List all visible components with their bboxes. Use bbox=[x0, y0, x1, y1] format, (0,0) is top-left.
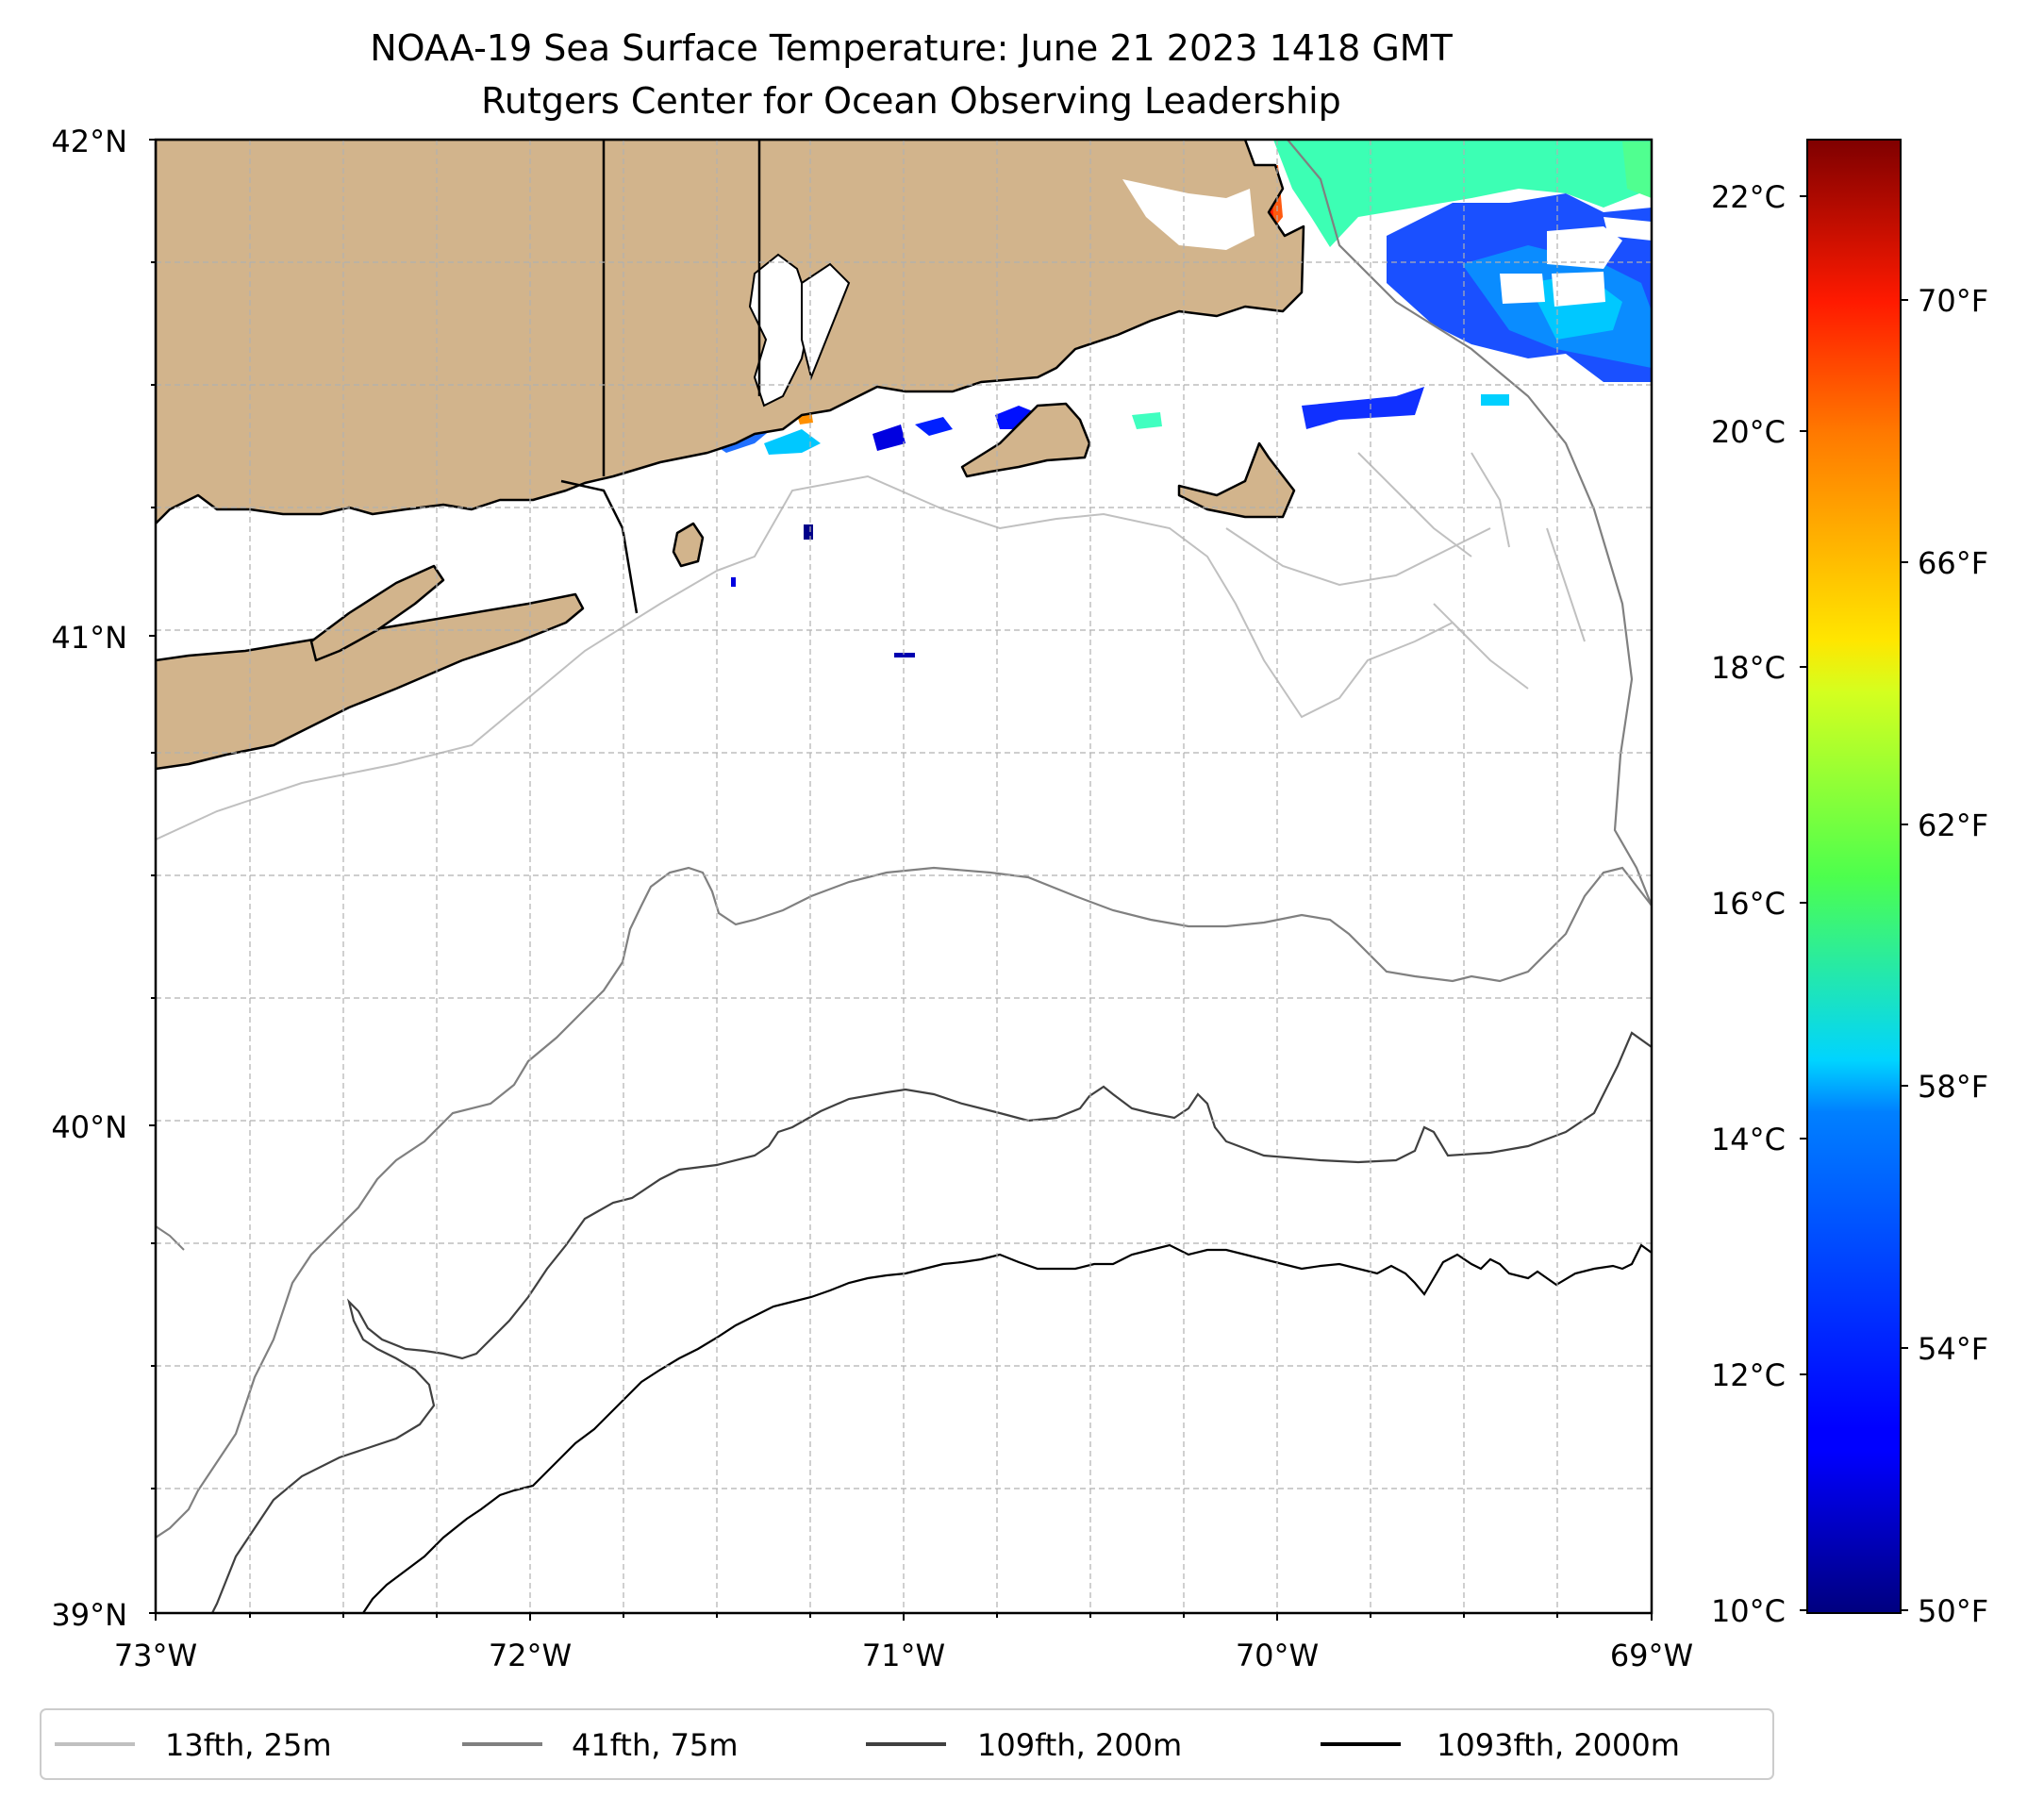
title-line-1: NOAA-19 Sea Surface Temperature: June 21… bbox=[370, 27, 1453, 69]
land-masses bbox=[156, 140, 1305, 771]
legend-label-75m: 41fth, 75m bbox=[572, 1727, 738, 1763]
inland-water bbox=[748, 179, 1255, 408]
legend-label-2000m: 1093fth, 2000m bbox=[1437, 1727, 1680, 1763]
block-island bbox=[672, 522, 705, 568]
cbar-c-22: 22°C bbox=[1711, 179, 1786, 215]
lat-label-42: 42°N bbox=[51, 124, 127, 159]
colorbar: 22°C 20°C 18°C 16°C 14°C 12°C 10°C 70°F … bbox=[1711, 139, 1988, 1629]
cbar-c-16: 16°C bbox=[1711, 886, 1786, 922]
contour-25m-shoals bbox=[1225, 452, 1586, 642]
map-panel bbox=[156, 140, 1652, 1613]
contour-2000m bbox=[362, 1243, 1652, 1613]
lon-label-69: 69°W bbox=[1610, 1638, 1693, 1673]
lat-label-39: 39°N bbox=[51, 1597, 127, 1633]
contour-200m bbox=[211, 1031, 1652, 1613]
contour-75m bbox=[156, 140, 1652, 1539]
cbar-f-50: 50°F bbox=[1918, 1593, 1988, 1629]
lon-label-72: 72°W bbox=[489, 1638, 572, 1673]
colorbar-gradient bbox=[1806, 139, 1902, 1614]
legend: 13fth, 25m 41fth, 75m 109fth, 200m 1093f… bbox=[40, 1708, 1774, 1780]
marthas-vineyard bbox=[960, 402, 1091, 478]
cbar-f-66: 66°F bbox=[1918, 545, 1988, 581]
cbar-f-54: 54°F bbox=[1918, 1331, 1988, 1367]
lat-label-40: 40°N bbox=[51, 1109, 127, 1145]
lat-label-41: 41°N bbox=[51, 620, 127, 656]
cbar-c-10: 10°C bbox=[1711, 1593, 1786, 1629]
cbar-c-14: 14°C bbox=[1711, 1122, 1786, 1157]
bathymetry-contours bbox=[156, 140, 1652, 1613]
cbar-c-12: 12°C bbox=[1711, 1357, 1786, 1393]
contour-25m bbox=[156, 474, 1529, 840]
lon-label-70: 70°W bbox=[1236, 1638, 1319, 1673]
nantucket bbox=[1177, 441, 1296, 519]
state-borders bbox=[560, 140, 761, 614]
cbar-f-58: 58°F bbox=[1918, 1069, 1988, 1105]
cbar-f-70: 70°F bbox=[1918, 283, 1988, 319]
legend-label-200m: 109fth, 200m bbox=[977, 1727, 1182, 1763]
lon-label-73: 73°W bbox=[114, 1638, 197, 1673]
title-line-2: Rutgers Center for Ocean Observing Leade… bbox=[481, 80, 1341, 122]
longitude-labels: 73°W 72°W 71°W 70°W 69°W bbox=[114, 1638, 1693, 1673]
legend-label-25m: 13fth, 25m bbox=[165, 1727, 331, 1763]
latitude-labels: 42°N 41°N 40°N 39°N bbox=[51, 124, 127, 1633]
cbar-f-62: 62°F bbox=[1918, 807, 1988, 843]
map-ticks bbox=[149, 139, 1653, 1621]
graticule bbox=[156, 140, 1652, 1613]
lon-label-71: 71°W bbox=[862, 1638, 945, 1673]
mainland-ct-ri-ma bbox=[156, 140, 1305, 525]
cbar-c-18: 18°C bbox=[1711, 650, 1786, 686]
cbar-c-20: 20°C bbox=[1711, 414, 1786, 450]
long-island-north-fork bbox=[309, 564, 445, 662]
